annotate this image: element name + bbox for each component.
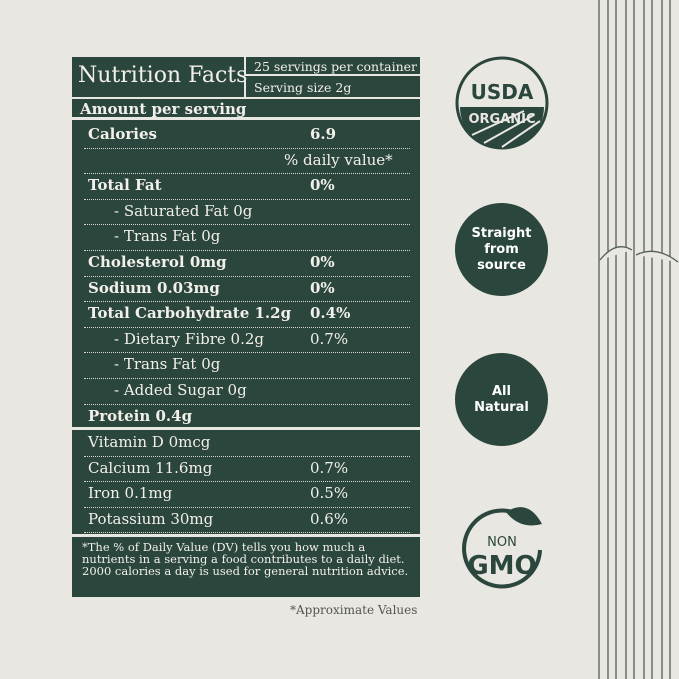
- nutrient-name: - Trans Fat 0g: [114, 227, 221, 246]
- nutrient-name: Protein 0.4g: [88, 406, 193, 425]
- nutrient-name: Iron 0.1mg: [88, 484, 173, 503]
- nutrient-value: 0.4%: [310, 304, 351, 323]
- badge-label: All Natural: [474, 383, 529, 415]
- nutrient-name: - Trans Fat 0g: [114, 355, 221, 374]
- nutrient-row: Potassium 30mg 0.6%: [84, 507, 410, 534]
- organic-text: ORGANIC: [468, 112, 535, 127]
- bamboo-illustration: [598, 0, 679, 679]
- nutrient-row: - Saturated Fat 0g: [84, 199, 410, 226]
- svg-text:NON: NON: [487, 535, 517, 550]
- nutrient-row: Vitamin D 0mcg: [84, 430, 410, 457]
- straight-from-source-badge: Straight from source: [455, 203, 548, 296]
- servings-per-container: 25 servings per container: [244, 57, 420, 76]
- nutrient-name: Total Fat: [88, 176, 162, 195]
- nutrient-name: Vitamin D 0mcg: [88, 433, 211, 451]
- nutrient-value: 0.5%: [310, 484, 349, 503]
- nutrient-name: Calcium 11.6mg: [88, 458, 213, 477]
- non-gmo-seal: NON GMO: [458, 500, 548, 596]
- nutrient-row: Calories 6.9: [84, 122, 410, 149]
- nutrient-row: - Trans Fat 0g: [84, 352, 410, 379]
- nutrient-row: - Dietary Fibre 0.2g 0.7%: [84, 327, 410, 354]
- nutrient-value: 0%: [310, 278, 335, 297]
- nutrient-name: - Added Sugar 0g: [114, 381, 247, 399]
- nutrient-value: 0.6%: [310, 509, 349, 528]
- leaf-icon: [506, 507, 542, 526]
- nutrient-row: Total Fat 0%: [84, 173, 410, 200]
- badge-label: Straight from source: [471, 225, 532, 273]
- nutrient-row: - Trans Fat 0g: [84, 224, 410, 251]
- nutrient-name: - Dietary Fibre 0.2g: [114, 329, 264, 348]
- panel-header: Nutrition Facts 25 servings per containe…: [72, 57, 420, 99]
- nutrient-value: % daily value*: [284, 150, 393, 169]
- svg-text:GMO: GMO: [467, 551, 536, 581]
- nutrient-row: Calcium 11.6mg 0.7%: [84, 456, 410, 483]
- nutrient-row: Cholesterol 0mg 0%: [84, 250, 410, 277]
- serving-size: Serving size 2g: [244, 78, 420, 97]
- nutrient-row: Iron 0.1mg 0.5%: [84, 481, 410, 508]
- nutrient-row: % daily value*: [84, 148, 410, 175]
- nutrient-name: Potassium 30mg: [88, 509, 214, 528]
- nutrient-value: 6.9: [310, 125, 337, 143]
- nutrient-name: - Saturated Fat 0g: [114, 201, 253, 220]
- amount-per-serving: Amount per serving: [72, 99, 420, 120]
- nutrient-value: 0%: [310, 176, 335, 195]
- section-divider: [72, 534, 420, 537]
- section-divider: [72, 427, 420, 430]
- nutrient-name: Calories: [88, 125, 157, 143]
- usda-text: USDA: [471, 80, 534, 104]
- nutrient-name: Cholesterol 0mg: [88, 253, 227, 271]
- all-natural-badge: All Natural: [455, 353, 548, 446]
- nutrient-value: 0.7%: [310, 458, 349, 477]
- panel-title: Nutrition Facts: [78, 63, 248, 88]
- nutrient-value: 0.7%: [310, 329, 349, 348]
- nutrient-row: Total Carbohydrate 1.2g 0.4%: [84, 301, 410, 328]
- nutrient-name: Total Carbohydrate 1.2g: [88, 304, 292, 323]
- footnote: *The % of Daily Value (DV) tells you how…: [82, 540, 409, 578]
- nutrition-facts-panel: Nutrition Facts 25 servings per containe…: [72, 57, 420, 597]
- usda-organic-seal: USDA ORGANIC: [454, 55, 550, 151]
- nutrient-row: - Added Sugar 0g: [84, 378, 410, 405]
- nutrient-value: 0%: [310, 253, 335, 271]
- nutrient-name: Sodium 0.03mg: [88, 278, 220, 297]
- approximate-values-note: *Approximate Values: [290, 603, 418, 617]
- nutrient-row: Sodium 0.03mg 0%: [84, 276, 410, 303]
